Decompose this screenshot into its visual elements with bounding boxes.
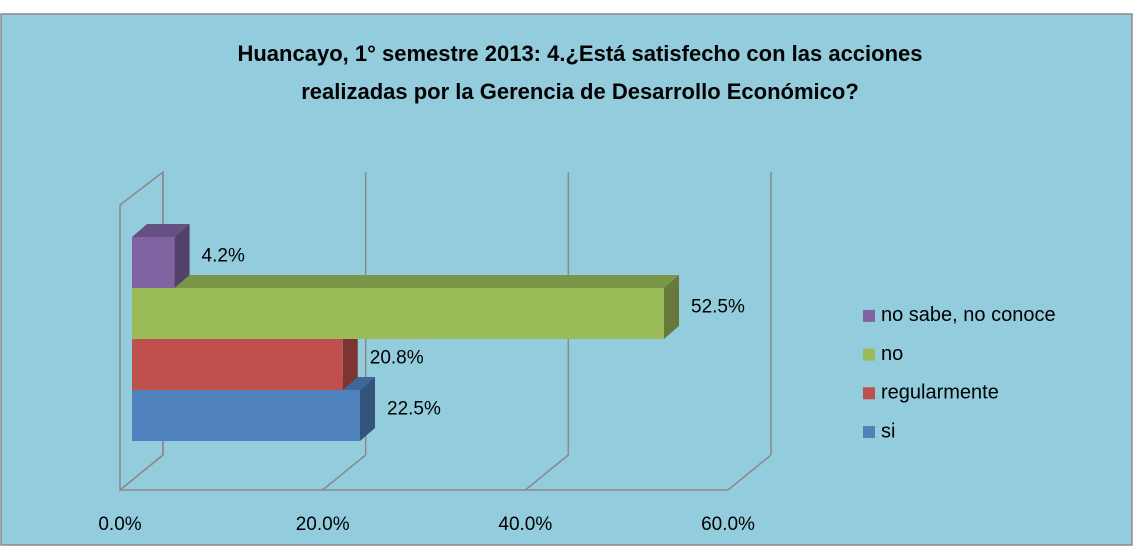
- legend-label: si: [881, 420, 895, 442]
- x-tick-label: 20.0%: [296, 514, 350, 535]
- legend-label: no: [881, 343, 903, 365]
- floor-grid-line: [322, 454, 367, 491]
- bar-side: [360, 377, 375, 441]
- x-tick-label: 40.0%: [498, 514, 552, 535]
- data-label: 4.2%: [202, 246, 245, 267]
- bar-front: [132, 390, 360, 441]
- x-tick-label: 0.0%: [98, 514, 141, 535]
- legend-swatch: [863, 348, 875, 361]
- x-tick-label: 60.0%: [701, 514, 755, 535]
- bar-front: [132, 339, 343, 390]
- bar-front: [132, 288, 664, 339]
- legend-swatch: [863, 309, 875, 322]
- data-label: 20.8%: [370, 348, 424, 369]
- bar-side: [174, 224, 190, 288]
- bar-front: [132, 237, 175, 288]
- legend-label: regularmente: [881, 382, 999, 404]
- legend-label: no sabe, no conoce: [881, 304, 1056, 326]
- bar-top: [132, 224, 190, 237]
- chart-title: Huancayo, 1° semestre 2013: 4.¿Está sati…: [237, 41, 922, 104]
- floor-grid-line: [524, 454, 569, 491]
- legend-swatch: [863, 426, 875, 438]
- bar-side: [664, 275, 679, 339]
- bar: [132, 224, 190, 288]
- legend-swatch: [863, 387, 875, 400]
- floor-grid-line: [119, 454, 164, 491]
- bar-top: [132, 275, 679, 288]
- data-label: 22.5%: [387, 399, 441, 420]
- floor-grid-line: [727, 454, 772, 491]
- data-label: 52.5%: [691, 297, 745, 318]
- bar-side: [342, 326, 358, 390]
- bar: [132, 275, 679, 339]
